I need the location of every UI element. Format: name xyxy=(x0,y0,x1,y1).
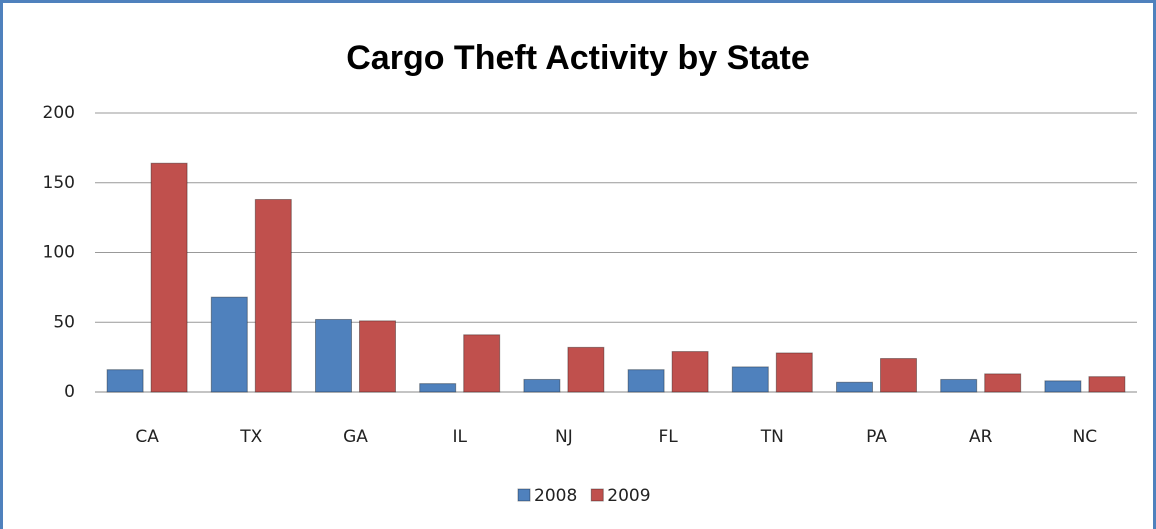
x-tick-label: PA xyxy=(866,427,887,447)
x-tick-label: TN xyxy=(760,427,784,447)
bar xyxy=(419,383,457,393)
y-tick-label: 0 xyxy=(64,382,75,402)
bar xyxy=(254,198,292,393)
legend-swatch xyxy=(517,488,531,502)
bar xyxy=(567,346,605,393)
x-tick-label: TX xyxy=(239,427,262,447)
bar xyxy=(150,162,188,393)
bar xyxy=(106,369,144,393)
bar xyxy=(880,358,917,393)
bar xyxy=(1088,376,1126,393)
legend-label: 2008 xyxy=(534,486,577,506)
bar xyxy=(210,296,248,393)
x-tick-label: NJ xyxy=(555,427,573,447)
x-tick-label: AR xyxy=(969,427,993,447)
bar xyxy=(627,369,665,393)
bar xyxy=(315,318,352,393)
bar xyxy=(731,366,769,393)
bar xyxy=(940,378,978,393)
x-tick-label: NC xyxy=(1073,427,1098,447)
bar xyxy=(1044,380,1082,393)
bar xyxy=(523,378,561,393)
legend-label: 2009 xyxy=(607,486,650,506)
bar xyxy=(463,334,501,393)
bar xyxy=(671,351,709,393)
chart-title: Cargo Theft Activity by State xyxy=(346,39,809,77)
y-tick-label: 50 xyxy=(53,312,75,332)
bar xyxy=(984,373,1022,393)
bar xyxy=(359,320,396,393)
y-tick-label: 200 xyxy=(43,103,75,123)
bar xyxy=(836,381,873,393)
legend-swatch xyxy=(590,488,604,502)
x-tick-label: FL xyxy=(658,427,678,447)
x-tick-label: IL xyxy=(452,427,467,447)
x-tick-label: CA xyxy=(135,427,159,447)
y-tick-label: 150 xyxy=(43,173,75,193)
y-tick-label: 100 xyxy=(43,243,75,263)
x-tick-label: GA xyxy=(343,427,368,447)
bar xyxy=(775,352,813,393)
